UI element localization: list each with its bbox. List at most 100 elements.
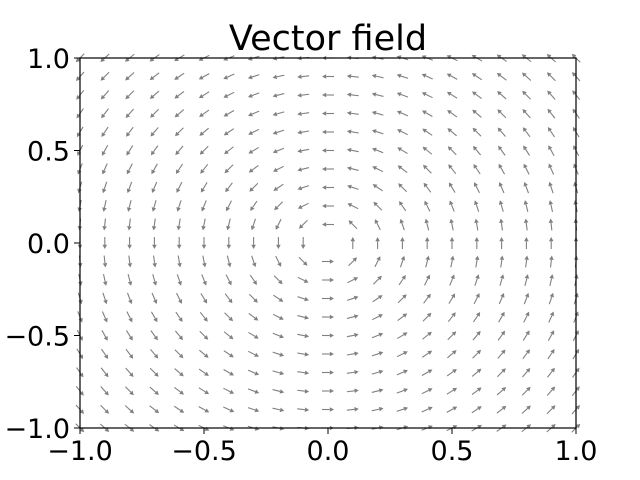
arrow-shaft [152, 274, 156, 282]
arrow-shaft [297, 352, 306, 355]
arrow-shaft [202, 73, 210, 78]
vector-arrow [150, 330, 158, 341]
vector-arrow [272, 313, 284, 320]
arrow-shaft [549, 167, 555, 175]
vector-arrow [446, 369, 457, 377]
vector-arrow [522, 90, 532, 100]
arrow-shaft [450, 185, 456, 193]
arrow-shaft [376, 222, 381, 231]
arrow-shaft [400, 167, 408, 174]
arrow-shaft [425, 204, 431, 212]
vector-arrow [472, 145, 482, 156]
arrow-head [547, 108, 552, 114]
arrow-shaft [128, 200, 132, 208]
vector-arrow [374, 256, 381, 268]
vector-arrow [273, 294, 284, 302]
arrow-shaft [128, 218, 131, 227]
arrow-head [253, 334, 259, 339]
vector-arrow [499, 237, 504, 249]
arrow-shaft [301, 167, 310, 170]
arrow-shaft [251, 146, 260, 152]
arrow-shaft [153, 163, 158, 171]
vector-arrow [346, 407, 359, 412]
arrow-head [399, 218, 405, 224]
arrow-head [174, 112, 180, 118]
arrow-head [476, 387, 482, 392]
vector-arrow [101, 311, 108, 323]
x-tick-label: 1.0 [555, 436, 598, 467]
vector-arrow [297, 315, 310, 320]
arrow-shaft [525, 204, 529, 212]
arrow-shaft [399, 259, 404, 268]
vector-arrow [523, 181, 530, 194]
arrow-shaft [178, 218, 181, 227]
arrow-head [198, 56, 204, 61]
arrow-shaft [549, 93, 556, 100]
vector-arrow [251, 255, 257, 268]
arrow-head [402, 332, 408, 337]
vector-arrow [151, 163, 158, 175]
vector-arrow [276, 237, 281, 249]
arrow-head [477, 424, 482, 430]
arrow-shaft [198, 368, 206, 374]
arrow-shaft [525, 222, 528, 231]
vector-arrow [102, 181, 108, 194]
arrow-shaft [252, 218, 257, 227]
arrow-head [302, 261, 308, 266]
vector-arrow [247, 369, 260, 376]
arrow-shaft [177, 181, 183, 190]
vector-arrow [126, 126, 134, 137]
arrow-head [126, 188, 132, 194]
arrow-head [153, 317, 158, 323]
arrow-head [229, 353, 234, 358]
arrow-shaft [548, 315, 553, 323]
vector-arrow [272, 93, 285, 98]
arrow-shaft [421, 389, 430, 395]
vector-arrow [423, 182, 432, 193]
arrow-head [126, 150, 131, 156]
arrow-head [354, 332, 359, 338]
vector-arrow [547, 349, 555, 360]
arrow-shaft [202, 182, 208, 190]
arrow-head [272, 93, 278, 98]
arrow-head [127, 263, 133, 268]
arrow-shaft [100, 367, 107, 375]
arrow-head [253, 298, 258, 303]
vector-arrow [101, 329, 108, 341]
arrow-head [372, 147, 377, 152]
arrow-shaft [152, 127, 159, 134]
vector-arrow [127, 218, 132, 231]
arrow-head [178, 317, 183, 322]
arrow-head [526, 386, 531, 392]
arrow-head [151, 207, 157, 212]
arrow-shaft [227, 218, 231, 227]
arrow-shaft [425, 148, 433, 155]
arrow-shaft [346, 297, 355, 301]
vector-arrow [102, 200, 107, 212]
vector-arrow [251, 237, 256, 249]
vector-arrow [248, 110, 260, 117]
vector-arrow [224, 164, 234, 174]
arrow-head [75, 76, 81, 81]
vector-arrow [274, 201, 284, 211]
arrow-shaft [473, 296, 479, 305]
arrow-head [175, 169, 181, 174]
arrow-shaft [103, 71, 110, 79]
arrow-head [127, 281, 133, 286]
vector-arrow [201, 274, 207, 286]
arrow-shaft [128, 126, 134, 134]
vector-arrow [422, 331, 432, 340]
arrow-shaft [549, 278, 553, 286]
vector-arrow [448, 182, 456, 193]
arrow-head [354, 388, 359, 394]
arrow-head [525, 330, 530, 336]
vector-arrow [297, 167, 310, 172]
vector-arrow [297, 407, 310, 412]
arrow-head [402, 294, 407, 299]
vector-arrow [547, 108, 556, 119]
arrow-shaft [549, 111, 556, 119]
arrow-head [125, 94, 130, 100]
arrow-head [397, 165, 403, 170]
arrow-head [253, 316, 259, 321]
arrow-head [199, 131, 205, 136]
